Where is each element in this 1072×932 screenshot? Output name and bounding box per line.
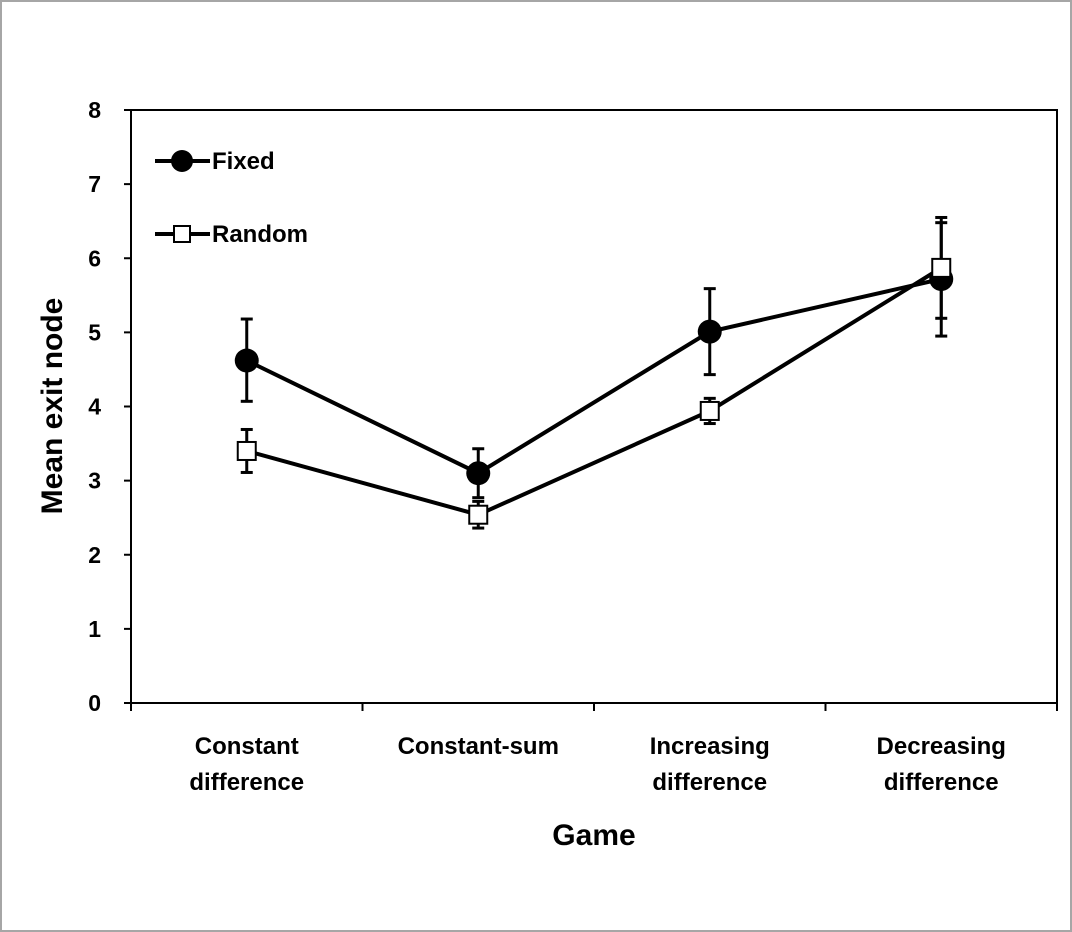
series-line-fixed <box>245 277 942 476</box>
y-tick-label: 7 <box>88 171 101 197</box>
y-axis: 0 1 2 3 4 5 6 7 8 <box>88 97 131 716</box>
legend-entry-fixed: Fixed <box>155 148 275 175</box>
series-line-random <box>246 266 943 517</box>
y-tick-label: 3 <box>88 468 101 494</box>
x-category-label-line: difference <box>189 769 304 796</box>
legend: Fixed Random <box>155 148 308 248</box>
legend-marker-fixed <box>171 150 193 172</box>
x-category-label: Increasing difference <box>650 733 770 796</box>
x-axis-title: Game <box>552 819 635 852</box>
x-axis: Constant difference Constant-sum Increasing… <box>130 703 1058 796</box>
x-category-label-line: Constant-sum <box>398 733 559 760</box>
x-category-label-line: difference <box>884 769 999 796</box>
data-point-fixed <box>697 319 722 344</box>
legend-entry-random: Random <box>155 221 308 248</box>
y-axis-title: Mean exit node <box>36 298 69 515</box>
data-point-random <box>931 257 952 278</box>
data-point-random <box>468 504 489 525</box>
data-point-random <box>699 400 720 421</box>
x-category-label-line: Constant <box>195 733 299 760</box>
y-tick-label: 1 <box>88 616 101 642</box>
legend-label-fixed: Fixed <box>212 148 275 175</box>
y-tick-label: 4 <box>88 394 101 420</box>
legend-marker-random <box>173 225 191 243</box>
data-point-fixed <box>466 461 491 486</box>
data-point-fixed <box>234 348 259 373</box>
series-layer <box>234 215 954 530</box>
x-category-label: Decreasing difference <box>877 733 1006 796</box>
x-category-label: Constant difference <box>189 733 304 796</box>
x-category-label-line: Increasing <box>650 733 770 760</box>
data-point-random <box>236 440 257 461</box>
y-tick-label: 0 <box>88 690 101 716</box>
x-category-label: Constant-sum <box>398 733 559 760</box>
y-tick-label: 8 <box>88 97 101 123</box>
legend-label-random: Random <box>212 221 308 248</box>
y-tick-label: 2 <box>88 542 101 568</box>
y-tick-label: 6 <box>88 245 101 271</box>
y-tick-label: 5 <box>88 319 101 345</box>
x-category-label-line: Decreasing <box>877 733 1006 760</box>
x-category-label-line: difference <box>652 769 767 796</box>
